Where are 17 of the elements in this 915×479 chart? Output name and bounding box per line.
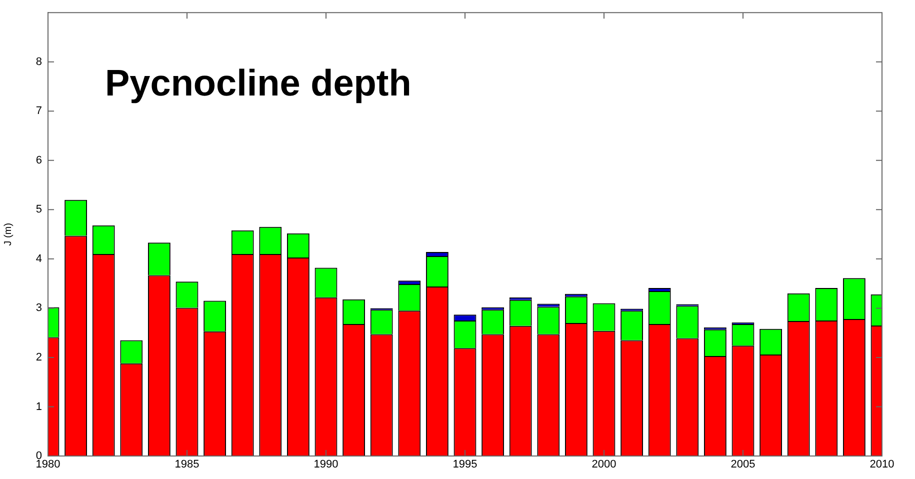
x-tick-label: 2005	[730, 458, 756, 471]
x-tick-label: 1985	[174, 458, 200, 471]
x-tick-label: 2000	[592, 458, 616, 471]
x-tick-label: 1980	[36, 458, 60, 471]
y-tick-label: 2	[36, 352, 42, 364]
text: Pycnocline depth	[105, 62, 412, 104]
y-tick-label: 4	[36, 252, 42, 265]
y-tick-label: 6	[36, 154, 42, 166]
y-tick-label: 7	[36, 105, 42, 118]
y-tick-label: 5	[36, 204, 42, 216]
y-tick-label: 3	[36, 302, 42, 314]
y-tick-label: 1	[36, 400, 42, 413]
x-tick-label: 2010	[870, 458, 894, 471]
x-tick-label: 1990	[314, 458, 338, 471]
y-axis-title: J (m)	[2, 222, 14, 246]
x-tick-label: 1995	[452, 458, 478, 471]
y-tick-label: 8	[36, 56, 42, 68]
